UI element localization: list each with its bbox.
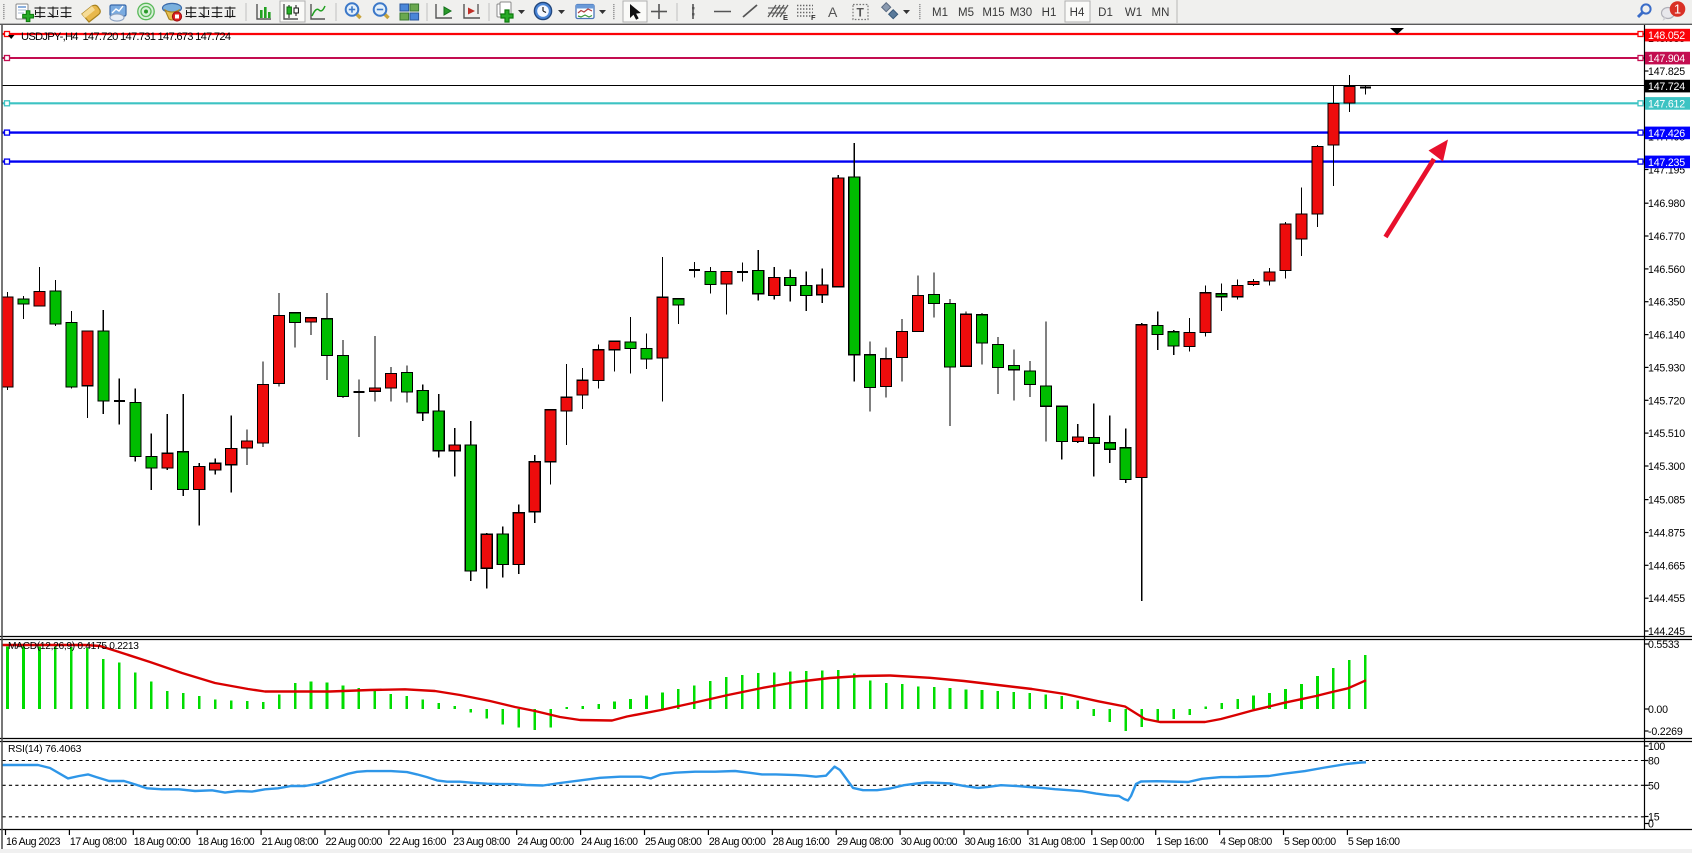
svg-text:144.245: 144.245	[1648, 626, 1685, 638]
svg-text:146.980: 146.980	[1648, 198, 1685, 210]
svg-text:22 Aug 16:00: 22 Aug 16:00	[389, 836, 446, 848]
svg-text:17 Aug 08:00: 17 Aug 08:00	[70, 836, 127, 848]
svg-text:18 Aug 16:00: 18 Aug 16:00	[198, 836, 255, 848]
svg-text:30 Aug 16:00: 30 Aug 16:00	[965, 836, 1022, 848]
svg-text:0.00: 0.00	[1648, 704, 1668, 716]
svg-text:1: 1	[1674, 2, 1681, 17]
svg-text:30 Aug 00:00: 30 Aug 00:00	[901, 836, 958, 848]
svg-text:28 Aug 16:00: 28 Aug 16:00	[773, 836, 830, 848]
svg-text:148.052: 148.052	[1648, 30, 1685, 42]
svg-text:16 Aug 2023: 16 Aug 2023	[6, 836, 61, 848]
svg-text:100: 100	[1648, 741, 1665, 753]
svg-text:147.724: 147.724	[1648, 81, 1685, 93]
svg-text:145.720: 145.720	[1648, 395, 1685, 407]
svg-text:31 Aug 08:00: 31 Aug 08:00	[1028, 836, 1085, 848]
svg-text:147.612: 147.612	[1648, 99, 1685, 111]
svg-text:80: 80	[1648, 756, 1660, 768]
svg-text:146.560: 146.560	[1648, 264, 1685, 276]
svg-text:29 Aug 08:00: 29 Aug 08:00	[837, 836, 894, 848]
svg-text:RSI(14) 76.4063: RSI(14) 76.4063	[8, 744, 82, 755]
svg-text:-0.2269: -0.2269	[1648, 726, 1683, 738]
svg-text:M1: M1	[932, 7, 948, 19]
svg-text:23 Aug 08:00: 23 Aug 08:00	[453, 836, 510, 848]
svg-text:W1: W1	[1125, 7, 1142, 19]
svg-text:21 Aug 08:00: 21 Aug 08:00	[262, 836, 319, 848]
svg-text:5 Sep 16:00: 5 Sep 16:00	[1348, 836, 1400, 848]
svg-text:0.5533: 0.5533	[1648, 639, 1680, 651]
svg-text:H4: H4	[1070, 7, 1085, 19]
svg-text:USDJPY-,H4 147.720 147.731 14: USDJPY-,H4 147.720 147.731 147.673 147.7…	[21, 31, 231, 43]
svg-text:T: T	[857, 6, 865, 20]
svg-text:145.510: 145.510	[1648, 428, 1685, 440]
svg-text:M30: M30	[1010, 7, 1032, 19]
svg-text:M15: M15	[982, 7, 1004, 19]
svg-text:5 Sep 00:00: 5 Sep 00:00	[1284, 836, 1336, 848]
svg-text:H1: H1	[1042, 7, 1057, 19]
svg-text:146.350: 146.350	[1648, 297, 1685, 309]
svg-text:4 Sep 08:00: 4 Sep 08:00	[1220, 836, 1272, 848]
svg-text:E: E	[783, 13, 788, 22]
svg-text:50: 50	[1648, 780, 1660, 792]
svg-text:144.665: 144.665	[1648, 560, 1685, 572]
svg-text:144.455: 144.455	[1648, 593, 1685, 605]
svg-text:1 Sep 16:00: 1 Sep 16:00	[1156, 836, 1208, 848]
svg-text:144.875: 144.875	[1648, 528, 1685, 540]
svg-text:146.770: 146.770	[1648, 231, 1685, 243]
svg-text:147.904: 147.904	[1648, 53, 1685, 65]
svg-text:0: 0	[1648, 819, 1654, 831]
svg-text:1 Sep 00:00: 1 Sep 00:00	[1092, 836, 1144, 848]
svg-text:25 Aug 08:00: 25 Aug 08:00	[645, 836, 702, 848]
svg-text:M5: M5	[958, 7, 974, 19]
svg-text:22 Aug 00:00: 22 Aug 00:00	[326, 836, 383, 848]
svg-text:145.300: 145.300	[1648, 461, 1685, 473]
svg-text:146.140: 146.140	[1648, 330, 1685, 342]
svg-text:147.426: 147.426	[1648, 128, 1685, 140]
svg-text:24 Aug 00:00: 24 Aug 00:00	[517, 836, 574, 848]
svg-text:D1: D1	[1098, 7, 1113, 19]
svg-text:145.930: 145.930	[1648, 362, 1685, 374]
svg-text:A: A	[828, 4, 838, 20]
svg-text:15: 15	[1648, 812, 1660, 824]
svg-text:28 Aug 00:00: 28 Aug 00:00	[709, 836, 766, 848]
svg-text:145.085: 145.085	[1648, 495, 1685, 507]
svg-text:24 Aug 16:00: 24 Aug 16:00	[581, 836, 638, 848]
svg-text:MN: MN	[1152, 7, 1170, 19]
svg-text:18 Aug 00:00: 18 Aug 00:00	[134, 836, 191, 848]
svg-text:F: F	[811, 13, 816, 22]
svg-text:147.825: 147.825	[1648, 66, 1685, 78]
svg-text:147.235: 147.235	[1648, 157, 1685, 169]
svg-text:MACD(12,26,9) 0.4175 0.2213: MACD(12,26,9) 0.4175 0.2213	[8, 641, 139, 652]
